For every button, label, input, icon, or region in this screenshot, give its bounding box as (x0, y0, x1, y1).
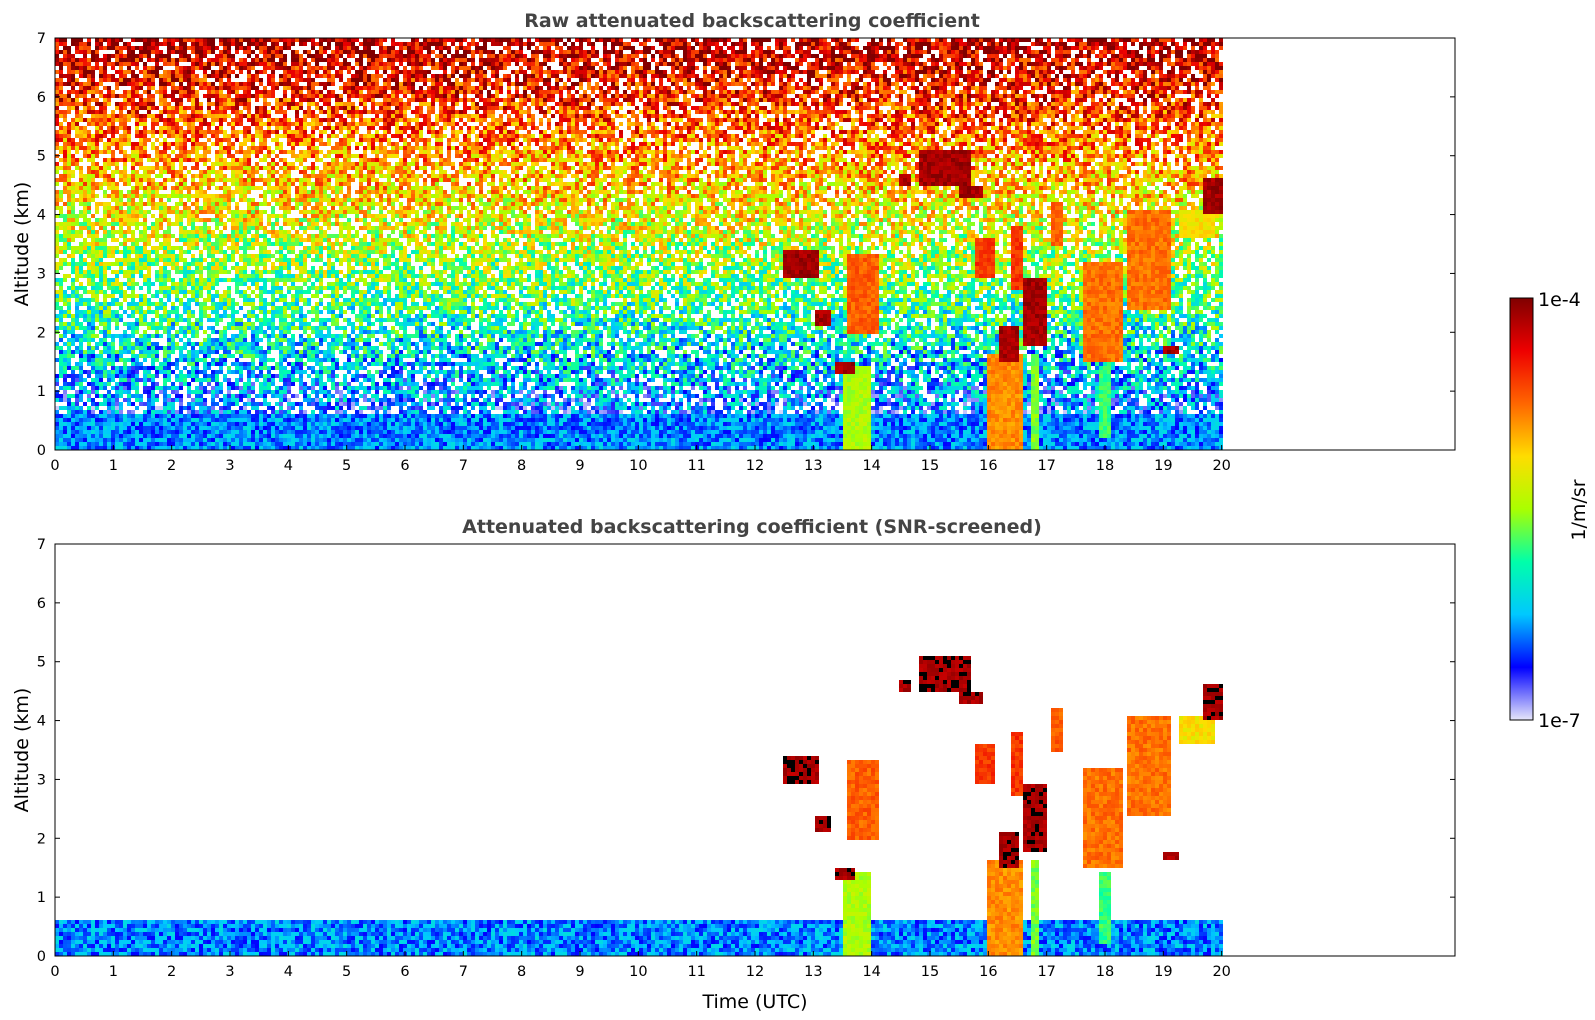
screened-ytick-label: 1 (37, 890, 46, 906)
screened-xtick-label: 5 (342, 964, 351, 980)
raw-ytick-label: 5 (37, 149, 46, 165)
raw-xtick-label: 9 (575, 458, 584, 474)
colorbar-gradient (1509, 297, 1534, 721)
raw-xtick-label: 13 (804, 458, 822, 474)
screened-backscatter-heatmap (55, 656, 1223, 956)
screened-xtick-label: 16 (979, 964, 997, 980)
screened-xtick-label: 1 (109, 964, 118, 980)
raw-xtick-label: 16 (979, 458, 997, 474)
colorbar-unit-label: 1/m/sr (1568, 479, 1590, 540)
raw-xtick-label: 15 (921, 458, 939, 474)
raw-xtick-label: 11 (687, 458, 705, 474)
screened-panel-title: Attenuated backscattering coefficient (S… (462, 516, 1042, 538)
screened-ytick-label: 2 (37, 831, 46, 847)
screened-panel-frame (54, 543, 1456, 957)
screened-backscatter-panel: Attenuated backscattering coefficient (S… (11, 516, 1456, 1013)
raw-xtick-label: 17 (1037, 458, 1055, 474)
screened-xtick-label: 9 (575, 964, 584, 980)
raw-xtick-label: 14 (862, 458, 880, 474)
raw-xtick-label: 4 (284, 458, 293, 474)
screened-panel-ylabel: Altitude (km) (11, 688, 33, 813)
raw-panel-title: Raw attenuated backscattering coefficien… (524, 10, 980, 32)
screened-xtick-label: 12 (746, 964, 764, 980)
raw-xtick-label: 10 (629, 458, 647, 474)
screened-xtick-label: 4 (284, 964, 293, 980)
raw-xtick-label: 20 (1212, 458, 1230, 474)
screened-xtick-label: 8 (517, 964, 526, 980)
raw-ytick-label: 7 (37, 31, 46, 47)
screened-ytick-label: 3 (37, 772, 46, 788)
screened-xtick-label: 10 (629, 964, 647, 980)
screened-xtick-label: 2 (167, 964, 176, 980)
screened-xtick-label: 3 (225, 964, 234, 980)
screened-ytick-label: 5 (37, 655, 46, 671)
colorbar-max-label: 1e-4 (1538, 289, 1581, 311)
raw-xtick-label: 12 (746, 458, 764, 474)
screened-ytick-label: 0 (37, 949, 46, 965)
colorbar-min-label: 1e-7 (1538, 710, 1581, 732)
raw-xtick-label: 2 (167, 458, 176, 474)
screened-ytick-label: 4 (37, 714, 46, 730)
screened-xtick-label: 7 (459, 964, 468, 980)
screened-xtick-label: 13 (804, 964, 822, 980)
raw-ytick-label: 6 (37, 90, 46, 106)
screened-xtick-label: 14 (862, 964, 880, 980)
raw-xtick-label: 8 (517, 458, 526, 474)
raw-backscatter-panel: Raw attenuated backscattering coefficien… (11, 10, 1456, 474)
raw-backscatter-heatmap (55, 38, 1223, 450)
raw-xtick-label: 18 (1096, 458, 1114, 474)
screened-panel-xlabel: Time (UTC) (701, 991, 807, 1013)
raw-ytick-label: 0 (37, 443, 46, 459)
screened-xtick-label: 0 (50, 964, 59, 980)
screened-ytick-label: 7 (37, 537, 46, 553)
raw-xtick-label: 0 (50, 458, 59, 474)
raw-xtick-label: 5 (342, 458, 351, 474)
screened-xtick-label: 18 (1096, 964, 1114, 980)
raw-ytick-label: 4 (37, 208, 46, 224)
raw-xtick-label: 1 (109, 458, 118, 474)
screened-xtick-label: 19 (1154, 964, 1172, 980)
screened-xtick-label: 15 (921, 964, 939, 980)
screened-xtick-label: 6 (400, 964, 409, 980)
raw-xtick-label: 6 (400, 458, 409, 474)
raw-xtick-label: 7 (459, 458, 468, 474)
raw-xtick-label: 19 (1154, 458, 1172, 474)
screened-xtick-label: 20 (1212, 964, 1230, 980)
screened-xtick-label: 17 (1037, 964, 1055, 980)
raw-ytick-label: 2 (37, 325, 46, 341)
raw-ytick-label: 3 (37, 266, 46, 282)
raw-xtick-label: 3 (225, 458, 234, 474)
screened-xtick-label: 11 (687, 964, 705, 980)
screened-ytick-label: 6 (37, 596, 46, 612)
raw-panel-ylabel: Altitude (km) (11, 182, 33, 307)
colorbar: 1e-4 1e-7 1/m/sr (1509, 289, 1590, 732)
raw-ytick-label: 1 (37, 384, 46, 400)
